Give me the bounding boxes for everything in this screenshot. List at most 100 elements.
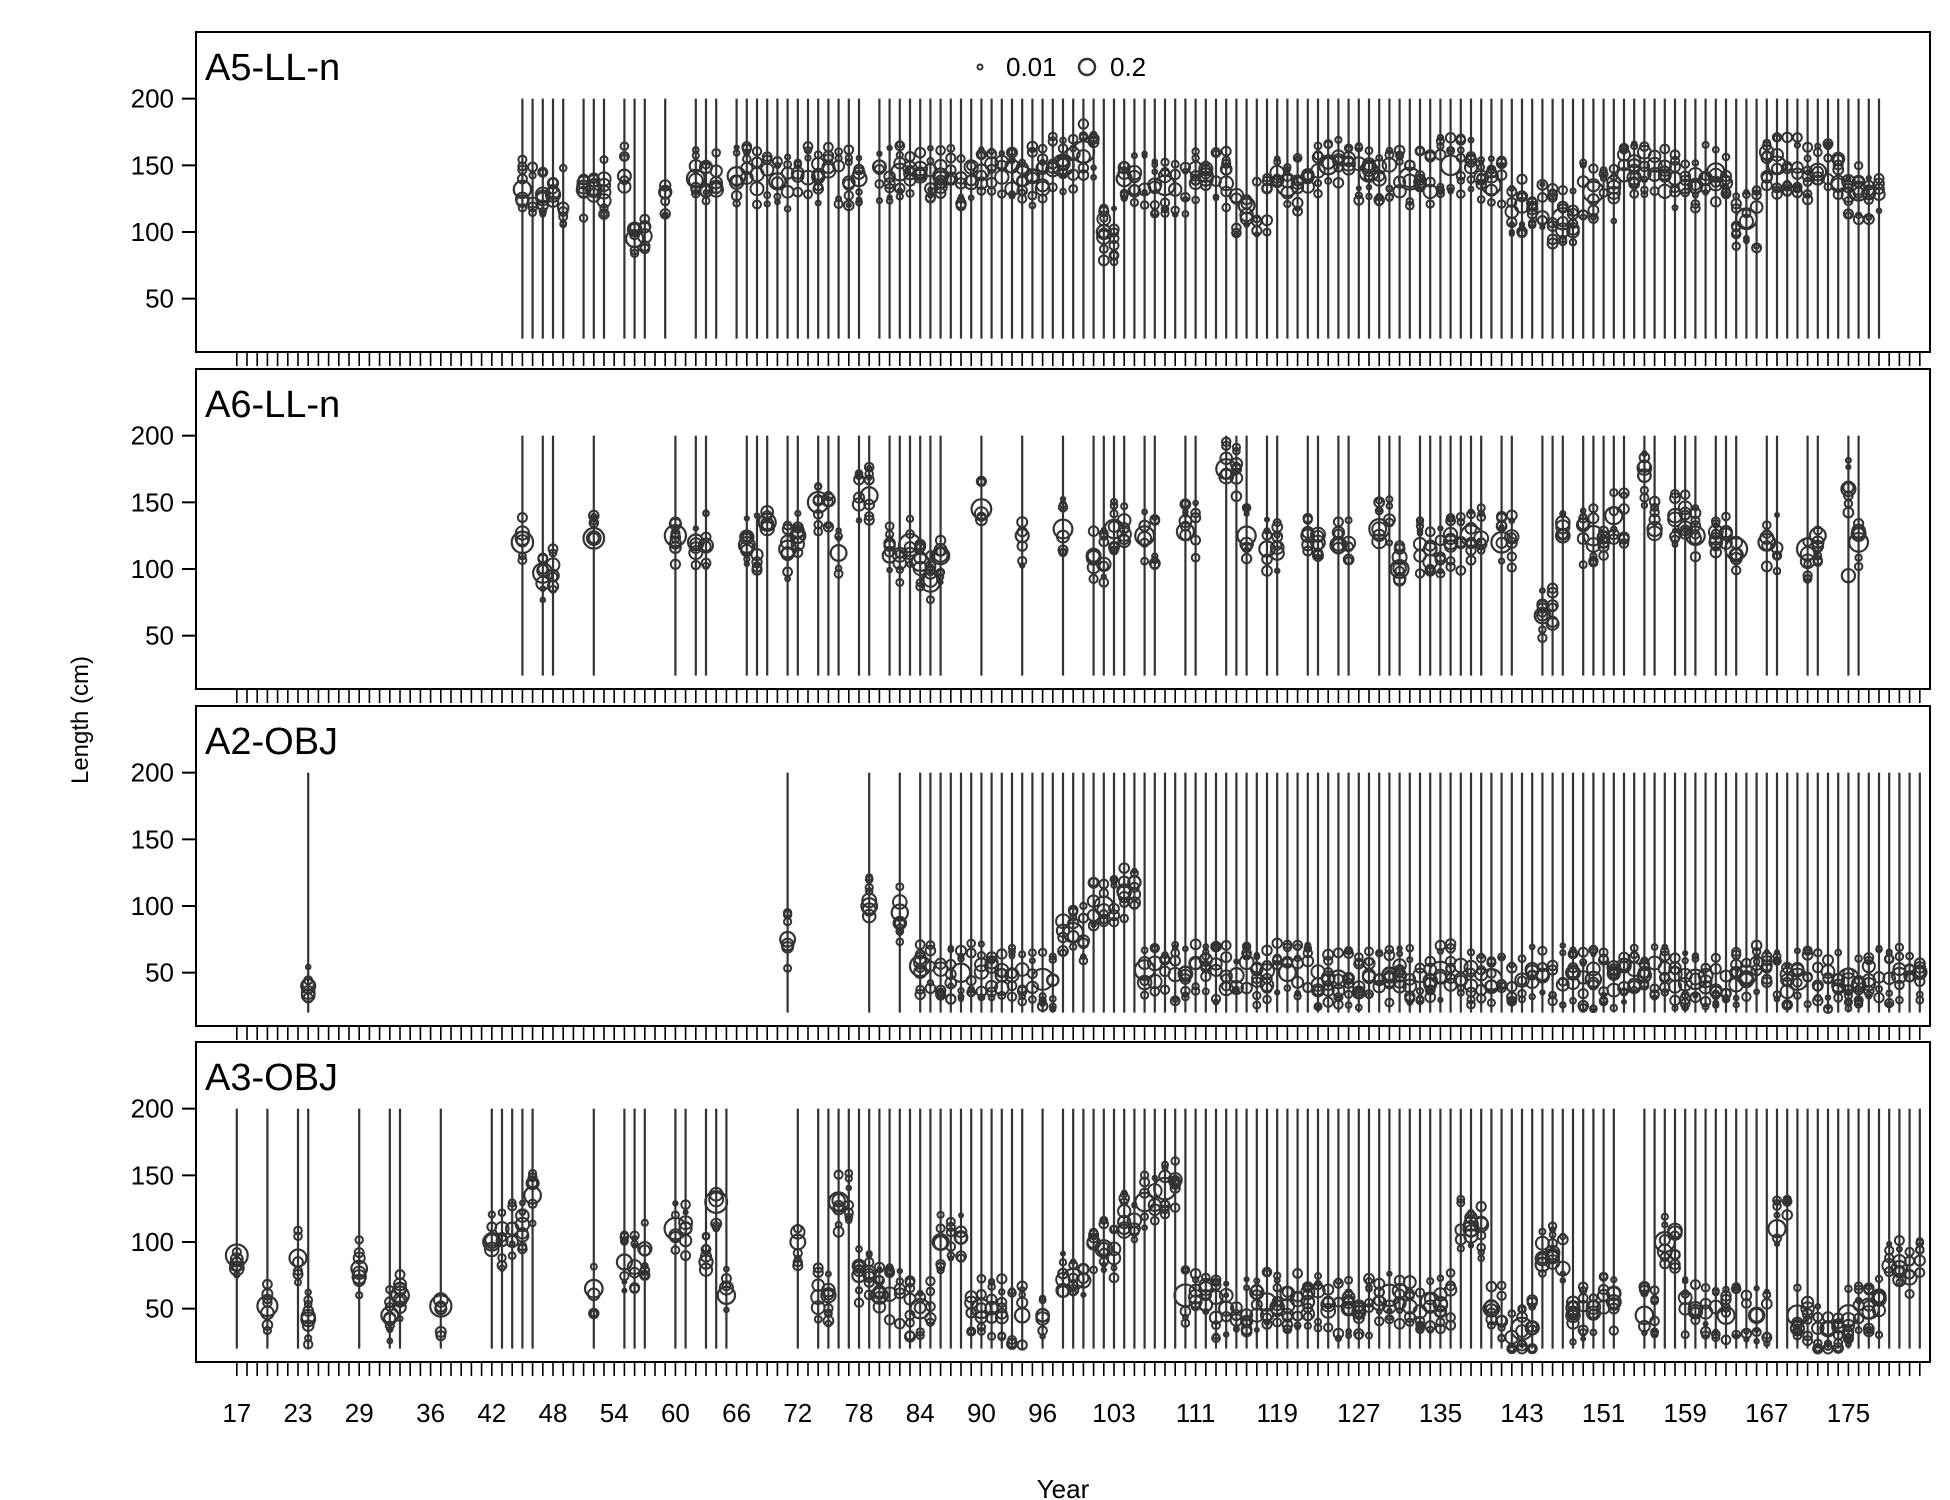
bubble xyxy=(1506,980,1518,993)
x-tick-label: 159 xyxy=(1664,1398,1707,1428)
bubble xyxy=(739,529,755,545)
bubble xyxy=(1027,190,1038,201)
y-tick-label: 50 xyxy=(145,284,174,314)
bubble xyxy=(1426,1325,1435,1334)
bubble xyxy=(1699,995,1712,1008)
mode-bubble xyxy=(820,1287,837,1304)
bubble xyxy=(1017,996,1028,1007)
mode-bubble xyxy=(1381,967,1398,984)
bubble xyxy=(1546,183,1559,195)
bubble xyxy=(1455,170,1466,182)
bubble xyxy=(1661,943,1669,951)
mode-bubble xyxy=(919,571,941,593)
bubble xyxy=(976,1326,986,1336)
bubble xyxy=(1772,1195,1782,1206)
panels-group: A5-LL-n50100150200A6-LL-n50100150200A2-O… xyxy=(131,31,1931,1376)
bubble xyxy=(1517,228,1527,238)
bubble xyxy=(1528,992,1536,1001)
mode-bubble xyxy=(1071,140,1096,164)
bubble xyxy=(1844,456,1852,464)
bubble xyxy=(1720,188,1732,200)
bubble xyxy=(640,1218,649,1227)
bubble xyxy=(302,1305,315,1317)
bubble xyxy=(1006,991,1018,1002)
bubble xyxy=(943,171,958,186)
bubble xyxy=(884,1267,896,1279)
bubble xyxy=(1466,999,1476,1010)
legend-marker-small xyxy=(976,63,984,71)
bubble xyxy=(812,182,825,195)
bubble xyxy=(1853,1284,1864,1295)
bubble xyxy=(1007,1288,1017,1298)
bubble xyxy=(1598,168,1609,180)
bubble xyxy=(1587,204,1600,217)
bubble xyxy=(1088,1232,1100,1244)
bubble xyxy=(262,1278,273,1290)
bubble xyxy=(1240,552,1253,565)
bubble xyxy=(1169,995,1181,1007)
bubble xyxy=(843,190,854,201)
bubble xyxy=(1812,525,1823,536)
bubble xyxy=(803,189,813,200)
bubble xyxy=(1760,179,1773,192)
bubbles xyxy=(512,98,1886,339)
bubble xyxy=(1861,976,1877,992)
bubble xyxy=(1680,159,1690,169)
bubble xyxy=(1243,510,1250,517)
mode-bubble xyxy=(1462,1219,1480,1238)
bubble xyxy=(1535,210,1550,225)
mode-bubble xyxy=(1724,536,1749,561)
mode-bubble xyxy=(890,903,910,922)
bubble xyxy=(1437,525,1444,532)
bubble xyxy=(1139,1170,1150,1180)
bubble xyxy=(1291,975,1305,989)
bubble xyxy=(1140,946,1149,955)
bubble xyxy=(1322,1283,1335,1296)
mode-bubble xyxy=(1258,540,1276,558)
mode-bubble xyxy=(663,1216,688,1241)
bubble xyxy=(1853,1281,1864,1291)
bubble xyxy=(1476,512,1487,523)
bubble xyxy=(1781,1209,1793,1221)
bubble xyxy=(1456,189,1466,199)
bubble xyxy=(386,1337,394,1345)
bubble xyxy=(1905,951,1914,961)
bubble xyxy=(983,958,1000,974)
bubble xyxy=(1179,498,1192,511)
mode-bubble xyxy=(1646,520,1663,538)
bubble xyxy=(773,161,782,170)
bubble xyxy=(1396,1306,1404,1315)
bubble xyxy=(997,1332,1007,1342)
bubble xyxy=(1802,141,1814,153)
bubble xyxy=(558,163,568,173)
bubble xyxy=(1343,948,1354,959)
bubble xyxy=(1232,446,1241,456)
bubble xyxy=(1058,1258,1068,1267)
bubble xyxy=(233,1270,241,1279)
bubble xyxy=(1793,184,1802,193)
bubble xyxy=(1813,1338,1823,1349)
bubble xyxy=(1182,945,1189,953)
bubble xyxy=(1618,142,1630,154)
bubble xyxy=(1486,957,1497,968)
mode-bubble xyxy=(658,184,673,200)
bubble xyxy=(753,512,761,519)
x-tick-label: 167 xyxy=(1745,1398,1788,1428)
mode-bubble xyxy=(1030,967,1055,991)
bubble xyxy=(1854,553,1863,562)
bubble xyxy=(947,946,955,954)
bubble xyxy=(1392,571,1407,586)
panel-title: A6-LL-n xyxy=(205,384,340,426)
bubble xyxy=(294,1278,302,1287)
bubble xyxy=(1761,976,1773,989)
x-tick-label: 96 xyxy=(1028,1398,1057,1428)
bubble xyxy=(1120,1190,1129,1199)
bubble xyxy=(1405,200,1415,211)
bubble xyxy=(1240,981,1253,995)
bubble xyxy=(1292,1267,1303,1279)
bubble xyxy=(924,982,937,995)
bubble xyxy=(1567,948,1579,960)
bubble xyxy=(1761,954,1773,967)
mode-bubble xyxy=(870,1286,889,1305)
bubble xyxy=(1875,207,1883,215)
